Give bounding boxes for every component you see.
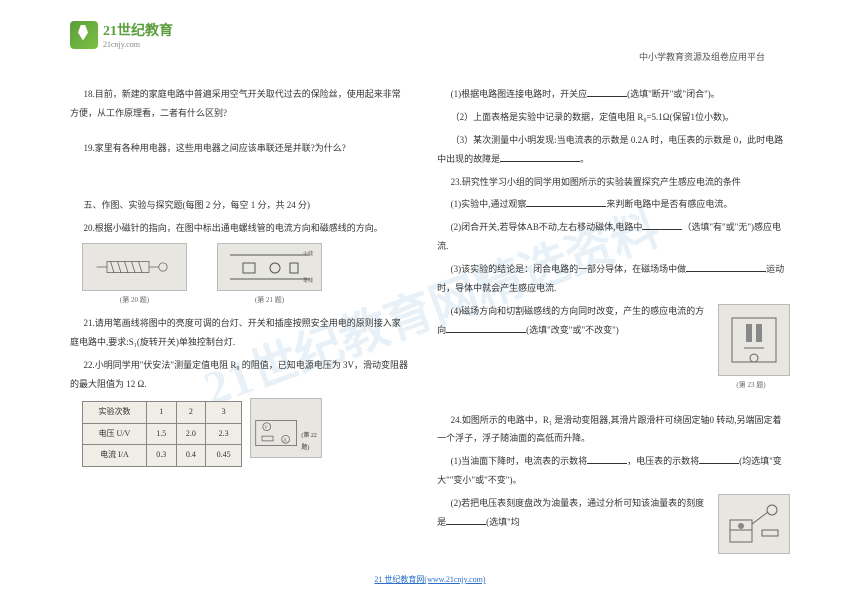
- logo-domain: 21cnjy.com: [103, 40, 173, 49]
- logo-area: 21世纪教育 21cnjy.com: [70, 20, 173, 49]
- table-cell: 实验次数: [83, 401, 147, 423]
- text: （3）某次测量中小明发现:当电流表的示数是 0.2A 时，电压表的示数是 0，此…: [437, 135, 783, 164]
- text: 。: [580, 154, 589, 164]
- table-cell: 1: [146, 401, 176, 423]
- footer-link[interactable]: 21 世纪教育网(www.21cnjy.com): [0, 574, 860, 585]
- question-22-intro: 22.小明同学用"伏安法"测量定值电阻 R₀ 的阻值，已知电源电压为 3V，滑动…: [70, 356, 409, 394]
- blank: [500, 152, 580, 162]
- table-cell: 2.0: [176, 423, 206, 445]
- table-cell: 3: [206, 401, 242, 423]
- content-columns: 18.目前，新建的家庭电路中普遍采用空气开关取代过去的保险丝，使用起来非常方便，…: [70, 85, 790, 567]
- table-cell: 1.5: [146, 423, 176, 445]
- table-cell: 0.3: [146, 445, 176, 467]
- blank: [587, 454, 627, 464]
- table-22-row: 实验次数 1 2 3 电压 U/V 1.5 2.0 2.3 电流 I/A 0.3…: [82, 398, 409, 467]
- table-cell: 0.4: [176, 445, 206, 467]
- circuit-22-icon: V A: [251, 411, 301, 455]
- blank: [587, 87, 627, 97]
- figure-22-circuit: V A (第 22 题): [250, 398, 322, 458]
- right-column: (1)根据电路图连接电路时，开关应 (选填"断开"或"闭合")。 （2）上面表格是…: [437, 85, 790, 567]
- question-24-intro: 24.如图所示的电路中，R₁ 是滑动变阻器,其滑片跟滑杆可绕固定轴0 转动,另端…: [437, 411, 790, 449]
- blank: [699, 454, 739, 464]
- figure-21: 火线 零线: [217, 243, 322, 291]
- table-cell: 电流 I/A: [83, 445, 147, 467]
- table-row: 电流 I/A 0.3 0.4 0.45: [83, 445, 242, 467]
- question-19: 19.家里有各种用电器，这些用电器之间应该串联还是并联?为什么?: [70, 139, 409, 158]
- blank: [686, 262, 766, 272]
- text: (2)闭合开关,若导体AB不动,左右移动磁体,电路中: [451, 222, 643, 232]
- table-cell: 2: [176, 401, 206, 423]
- table-cell: 2.3: [206, 423, 242, 445]
- q23-sub3: (3)该实验的结论是：闭合电路的一部分导体，在磁场场中做运动时，导体中就会产生感…: [437, 260, 790, 298]
- text: (选填"改变"或"不改变"): [526, 325, 619, 335]
- text: (3)该实验的结论是：闭合电路的一部分导体，在磁场场中做: [451, 264, 687, 274]
- figure-20-caption: (第 20 题): [82, 293, 187, 308]
- spacer: [437, 393, 790, 411]
- q23-sub2: (2)闭合开关,若导体AB不动,左右移动磁体,电路中（选填"有"或"无")感应电…: [437, 218, 790, 256]
- coil-icon: [90, 253, 180, 281]
- header-right-text: 中小学教育资源及组卷应用平台: [639, 50, 765, 63]
- q22-sub2: （2）上面表格是实验中记录的数据，定值电阻 R₀=5.1Ω(保留1位小数)。: [437, 108, 790, 127]
- q23-sub1: (1)实验中,通过观察 来判断电路中是否有感应电流。: [437, 195, 790, 214]
- table-row: 实验次数 1 2 3: [83, 401, 242, 423]
- text: (1)根据电路图连接电路时，开关应: [451, 89, 588, 99]
- circuit-icon: 火线 零线: [225, 247, 315, 287]
- question-23-intro: 23.研究性学习小组的同学用如图所示的实验装置探究产生感应电流的条件: [437, 173, 790, 192]
- figure-21-wrap: 火线 零线 (第 21 题): [217, 243, 322, 308]
- figure-23-caption: (第 23 题): [712, 378, 790, 393]
- table-22: 实验次数 1 2 3 电压 U/V 1.5 2.0 2.3 电流 I/A 0.3…: [82, 401, 242, 467]
- q22-sub1: (1)根据电路图连接电路时，开关应 (选填"断开"或"闭合")。: [437, 85, 790, 104]
- spacer: [70, 127, 409, 139]
- blank: [446, 515, 486, 525]
- table-cell: 0.45: [206, 445, 242, 467]
- figure-22-caption: (第 22 题): [301, 430, 321, 455]
- blank: [526, 197, 606, 207]
- text: (1)实验中,通过观察: [451, 199, 527, 209]
- q24-sub2-block: (2)若把电压表刻度盘改为油量表，通过分析可知该油量表的刻度是(选填"均: [437, 494, 790, 554]
- figure-row-20-21: (第 20 题) 火线 零线 (第 21 题): [70, 243, 409, 308]
- svg-text:V: V: [264, 426, 268, 431]
- text: ，电压表的示数将: [627, 456, 699, 466]
- q24-sub1: (1)当油面下降时，电流表的示数将，电压表的示数将(均选填"变大""变小"或"不…: [437, 452, 790, 490]
- spacer: [70, 162, 409, 190]
- question-20: 20.根据小磁针的指向，在图中标出通电螺线管的电流方向和磁感线的方向。: [70, 219, 409, 238]
- logo-brand: 21世纪教育: [103, 20, 173, 40]
- svg-text:A: A: [283, 438, 287, 443]
- figure-20: [82, 243, 187, 291]
- text: (选填"断开"或"闭合")。: [627, 89, 720, 99]
- figure-21-caption: (第 21 题): [217, 293, 322, 308]
- text: (1)当油面下降时，电流表的示数将: [451, 456, 588, 466]
- q23-sub4-block: (第 23 题) (4)磁场方向和切割磁感线的方向同时改变，产生的感应电流的方向…: [437, 302, 790, 393]
- induction-icon: [724, 310, 784, 370]
- figure-23-wrap: (第 23 题): [712, 302, 790, 393]
- q22-sub3: （3）某次测量中小明发现:当电流表的示数是 0.2A 时，电压表的示数是 0，此…: [437, 131, 790, 169]
- figure-20-wrap: (第 20 题): [82, 243, 187, 308]
- question-21: 21.请用笔画线将图中的亮度可调的台灯、开关和插座按照安全用电的原则接入家庭电路…: [70, 314, 409, 352]
- question-18: 18.目前，新建的家庭电路中普遍采用空气开关取代过去的保险丝，使用起来非常方便，…: [70, 85, 409, 123]
- logo-text-wrap: 21世纪教育 21cnjy.com: [103, 20, 173, 49]
- svg-text:火线: 火线: [303, 250, 313, 257]
- blank: [446, 323, 526, 333]
- section-5-title: 五、作图、实验与探究题(每图 2 分，每空 1 分，共 24 分): [70, 196, 409, 215]
- figure-24-wrap: [712, 494, 790, 554]
- text: 来判断电路中是否有感应电流。: [606, 199, 732, 209]
- oil-gauge-icon: [724, 500, 784, 548]
- logo-icon: [70, 21, 98, 49]
- figure-24: [718, 494, 790, 554]
- text: (选填"均: [486, 517, 520, 527]
- table-row: 电压 U/V 1.5 2.0 2.3: [83, 423, 242, 445]
- left-column: 18.目前，新建的家庭电路中普遍采用空气开关取代过去的保险丝，使用起来非常方便，…: [70, 85, 409, 567]
- table-cell: 电压 U/V: [83, 423, 147, 445]
- figure-23: [718, 304, 790, 376]
- svg-text:零线: 零线: [303, 277, 313, 284]
- blank: [642, 220, 682, 230]
